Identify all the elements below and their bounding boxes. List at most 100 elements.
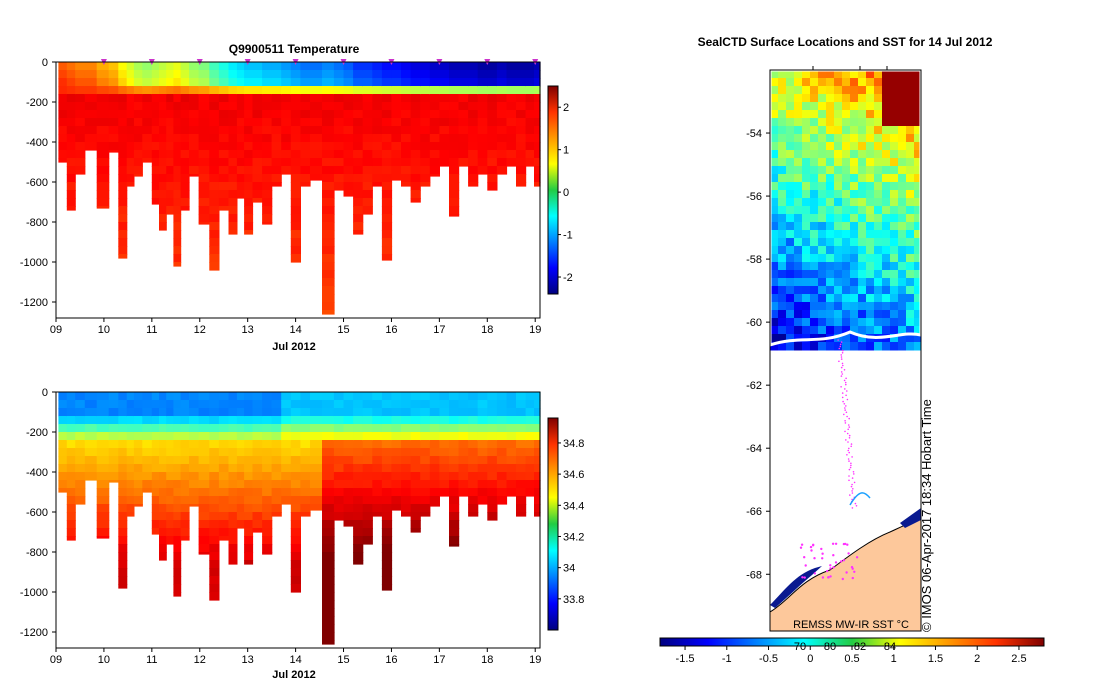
section-cell xyxy=(209,504,220,513)
section-cell xyxy=(189,456,200,465)
map-y-tick-label: -62 xyxy=(746,380,762,392)
sst-cell xyxy=(842,86,851,95)
sst-cell xyxy=(882,294,891,303)
section-cell xyxy=(58,392,68,401)
sst-cell xyxy=(866,118,875,127)
section-cell xyxy=(218,536,230,541)
section-cell xyxy=(198,126,210,135)
sst-cell xyxy=(890,334,899,343)
sst-cell xyxy=(906,134,915,143)
section-cell xyxy=(189,118,200,127)
section-cell xyxy=(439,480,450,489)
section-cell xyxy=(166,206,174,215)
section-cell xyxy=(420,86,431,95)
section-cell xyxy=(429,150,440,159)
section-cell xyxy=(218,520,230,529)
section-cell xyxy=(487,94,498,103)
sst-cell xyxy=(826,150,835,159)
section-cell xyxy=(410,408,421,417)
section-cell xyxy=(75,456,86,465)
sst-cell xyxy=(898,118,907,127)
section-cell xyxy=(75,94,86,103)
sst-cell xyxy=(906,254,915,263)
section-cell xyxy=(142,70,153,79)
section-cell xyxy=(300,126,311,135)
section-cell xyxy=(133,400,143,409)
section-cell xyxy=(281,392,292,401)
section-cell xyxy=(410,150,421,159)
section-cell xyxy=(151,198,160,205)
section-cell xyxy=(151,158,160,167)
sst-cell xyxy=(882,230,891,239)
section-cell xyxy=(218,190,230,199)
sst-cell xyxy=(842,126,851,135)
section-cell xyxy=(496,86,508,95)
section-cell xyxy=(496,472,508,481)
section-cell xyxy=(252,512,263,521)
sst-cell xyxy=(794,190,803,199)
sst-cell xyxy=(874,262,883,271)
temperature-axes-frame xyxy=(55,61,541,319)
section-cell xyxy=(439,440,450,449)
section-cell xyxy=(333,408,345,417)
section-cell xyxy=(209,464,220,473)
section-cell xyxy=(133,392,143,401)
sst-cell xyxy=(882,270,891,279)
sst-cell xyxy=(866,310,875,319)
sst-cell xyxy=(898,230,907,239)
section-cell xyxy=(468,174,479,183)
section-cell xyxy=(159,198,167,207)
section-cell xyxy=(244,158,254,167)
sst-cell xyxy=(858,134,867,143)
sst-cell xyxy=(770,142,779,151)
section-cell xyxy=(322,134,335,143)
sst-cell xyxy=(858,182,867,191)
section-cell xyxy=(420,142,431,151)
section-cell xyxy=(142,424,153,433)
section-cell xyxy=(300,174,311,183)
sst-cell xyxy=(890,318,899,327)
section-cell xyxy=(391,134,402,143)
section-cell xyxy=(381,560,393,569)
section-cell xyxy=(142,456,153,465)
sst-cell xyxy=(770,262,779,271)
section-cell xyxy=(189,432,200,441)
section-cell xyxy=(391,142,402,151)
sst-cell xyxy=(874,94,883,103)
section-cell xyxy=(180,190,190,199)
sst-cell xyxy=(890,102,899,111)
sst-cell xyxy=(890,126,899,135)
sst-cell xyxy=(770,126,779,135)
sst-cell xyxy=(826,166,835,175)
section-cell xyxy=(506,392,517,401)
section-cell xyxy=(96,400,110,409)
sst-cell xyxy=(890,238,899,247)
section-cell xyxy=(173,584,182,593)
section-cell xyxy=(159,448,167,457)
sst-cell xyxy=(826,198,835,207)
section-cell xyxy=(218,528,230,537)
section-cell xyxy=(458,62,469,71)
section-cell xyxy=(66,198,76,207)
sst-cell xyxy=(826,262,835,271)
section-cell xyxy=(96,182,110,191)
section-cell xyxy=(401,400,412,409)
section-cell xyxy=(322,150,335,159)
section-cell xyxy=(126,480,135,489)
salinity-colorbar xyxy=(547,417,559,631)
section-cell xyxy=(218,488,230,497)
section-cell xyxy=(322,270,335,279)
sst-cell xyxy=(906,166,915,175)
section-cell xyxy=(322,182,335,191)
sst-cell xyxy=(842,94,851,103)
sst-cell xyxy=(818,174,827,183)
section-cell xyxy=(126,102,135,111)
section-cell xyxy=(362,472,373,481)
section-cell xyxy=(449,456,460,465)
sst-cell xyxy=(826,318,835,327)
section-cell xyxy=(218,432,230,441)
section-cell xyxy=(362,416,373,425)
sst-cell xyxy=(778,110,787,119)
section-cell xyxy=(198,528,210,537)
section-cell xyxy=(75,166,86,175)
